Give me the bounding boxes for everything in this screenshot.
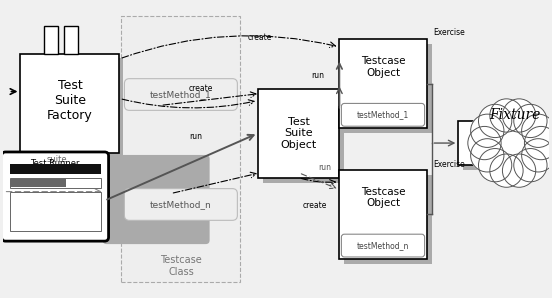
Text: testMethod_n: testMethod_n — [357, 241, 409, 250]
Bar — [9, 178, 100, 188]
Circle shape — [522, 139, 552, 172]
Circle shape — [490, 120, 535, 166]
Circle shape — [514, 148, 547, 182]
Bar — [24, 58, 124, 157]
Bar — [258, 89, 339, 178]
Text: testMethod_n: testMethod_n — [150, 200, 212, 209]
Text: Test
Suite
Factory: Test Suite Factory — [47, 79, 93, 122]
Text: Exercise: Exercise — [433, 160, 465, 169]
Bar — [339, 39, 427, 128]
Circle shape — [471, 114, 504, 148]
Bar — [344, 44, 432, 133]
FancyBboxPatch shape — [2, 152, 109, 241]
Text: run: run — [318, 163, 331, 172]
Text: Testcase
Object: Testcase Object — [361, 56, 405, 77]
Circle shape — [479, 104, 512, 138]
FancyBboxPatch shape — [103, 155, 210, 244]
Text: Testcase
Object: Testcase Object — [361, 187, 405, 208]
Bar — [10, 179, 66, 187]
Circle shape — [490, 99, 523, 132]
Circle shape — [490, 154, 523, 187]
Bar — [9, 164, 100, 174]
Text: create: create — [302, 201, 327, 210]
FancyBboxPatch shape — [341, 234, 424, 257]
Circle shape — [524, 126, 552, 160]
Bar — [339, 170, 427, 259]
Bar — [458, 121, 510, 165]
Circle shape — [471, 139, 504, 172]
Bar — [344, 175, 432, 264]
FancyBboxPatch shape — [124, 189, 237, 220]
FancyBboxPatch shape — [341, 103, 424, 126]
Bar — [9, 192, 100, 231]
Text: Test
Suite
Object: Test Suite Object — [280, 117, 317, 150]
Circle shape — [514, 104, 547, 138]
Text: Exercise: Exercise — [433, 28, 465, 37]
Text: run: run — [311, 71, 324, 80]
FancyBboxPatch shape — [124, 79, 237, 110]
Circle shape — [502, 99, 535, 132]
Bar — [463, 126, 515, 170]
Circle shape — [479, 148, 512, 182]
Text: Test Runner: Test Runner — [30, 159, 80, 168]
Bar — [121, 16, 240, 282]
Circle shape — [468, 126, 501, 160]
Text: Testcase
Class: Testcase Class — [160, 255, 202, 277]
Bar — [44, 26, 58, 54]
Circle shape — [502, 154, 535, 187]
Text: testMethod_1: testMethod_1 — [150, 90, 212, 99]
Bar — [263, 94, 344, 183]
Text: Fixture: Fixture — [489, 108, 540, 122]
Text: SUT: SUT — [469, 136, 500, 150]
Text: testMethod_1: testMethod_1 — [357, 110, 409, 119]
Bar — [20, 54, 119, 153]
Text: create: create — [248, 32, 272, 41]
Text: create: create — [189, 84, 213, 93]
Text: suite: suite — [47, 155, 67, 164]
Circle shape — [522, 114, 552, 148]
Bar — [64, 26, 78, 54]
Text: run: run — [189, 132, 202, 141]
